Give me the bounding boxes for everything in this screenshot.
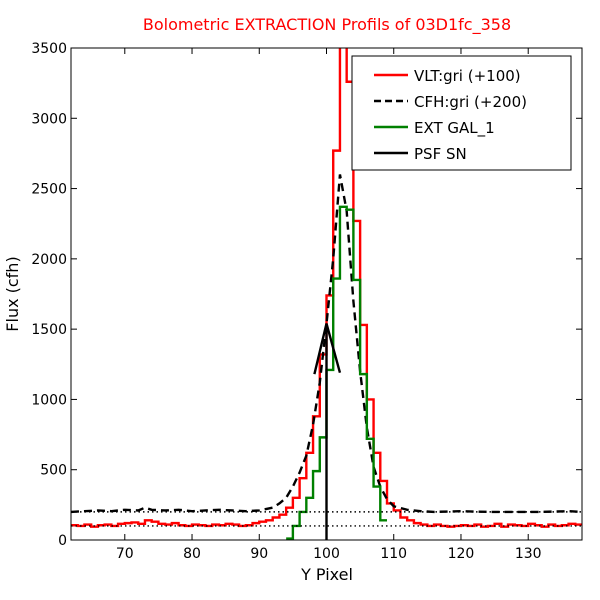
y-tick-label: 3500: [31, 41, 67, 57]
y-tick-label: 500: [40, 463, 67, 479]
chart-title: Bolometric EXTRACTION Profils of 03D1fc_…: [143, 15, 511, 35]
legend: VLT:gri (+100) CFH:gri (+200) EXT GAL_1 PSF…: [351, 55, 572, 171]
ticks-layer: 70 80 90 100 110 120 130 0 500 1000 1500 2000 2500 30…: [31, 41, 582, 562]
legend-entry-label: PSF SN: [414, 145, 467, 163]
x-tick-label: 70: [116, 546, 134, 562]
x-tick-label: 130: [515, 546, 542, 562]
y-tick-label: 2000: [31, 252, 67, 268]
x-tick-label: 90: [250, 546, 268, 562]
y-tick-label: 1000: [31, 392, 67, 408]
x-tick-label: 110: [380, 546, 407, 562]
y-axis-title: Flux (cfh): [3, 256, 22, 331]
series-2-line: [71, 174, 582, 514]
legend-entry-label: EXT GAL_1: [414, 119, 495, 138]
x-axis-title: Y Pixel: [300, 565, 353, 584]
x-tick-label: 120: [448, 546, 475, 562]
y-tick-label: 3000: [31, 111, 67, 127]
legend-entry-label: VLT:gri (+100): [414, 67, 521, 85]
y-tick-label: 0: [58, 533, 67, 549]
legend-entry-label: CFH:gri (+200): [414, 93, 527, 111]
y-tick-label: 1500: [31, 322, 67, 338]
series-3-line: [286, 205, 388, 540]
x-tick-label: 80: [183, 546, 201, 562]
reference-lines: [71, 323, 582, 540]
x-tick-label: 100: [313, 546, 340, 562]
y-tick-label: 2500: [31, 182, 67, 198]
